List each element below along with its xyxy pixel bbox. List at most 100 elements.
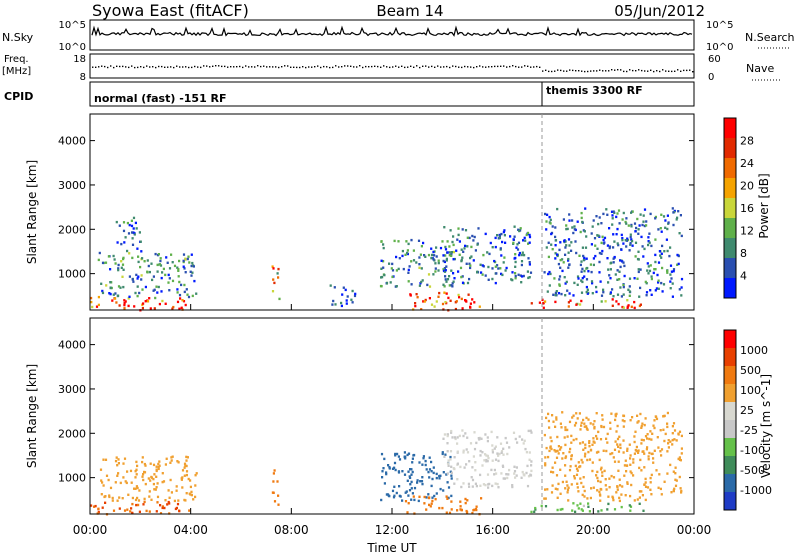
echo-cell <box>564 294 567 297</box>
echo-cell <box>113 258 116 261</box>
echo-cell <box>518 435 521 438</box>
echo-cell <box>273 500 277 503</box>
echo-cell <box>617 209 621 212</box>
echo-cell <box>647 240 650 243</box>
freq-dot <box>356 66 358 68</box>
echo-cell <box>581 276 584 280</box>
echo-cell <box>622 451 625 454</box>
echo-cell <box>502 465 505 468</box>
echo-cell <box>583 230 586 233</box>
echo-cell <box>473 447 477 451</box>
echo-cell <box>569 447 572 451</box>
echo-cell <box>552 293 555 296</box>
echo-cell <box>151 278 154 282</box>
echo-cell <box>149 479 152 482</box>
echo-cell <box>600 294 604 297</box>
echo-cell <box>619 443 622 446</box>
freq-dot <box>557 69 559 71</box>
echo-cell <box>595 215 598 218</box>
echo-cell <box>452 235 455 238</box>
echo-cell <box>617 445 620 448</box>
echo-region <box>99 455 198 503</box>
echo-cell <box>502 261 505 264</box>
freq-dot <box>503 65 505 67</box>
echo-cell <box>491 484 494 488</box>
echo-cell <box>136 277 139 280</box>
echo-cell <box>148 510 151 513</box>
echo-cell <box>432 273 435 276</box>
echo-cell <box>177 275 180 278</box>
echo-cell <box>147 264 150 268</box>
echo-cell <box>159 504 162 507</box>
echo-cell <box>575 437 578 441</box>
x-tick-label: 16:00 <box>475 523 510 537</box>
colorbar-swatch <box>724 384 736 402</box>
echo-cell <box>430 470 433 473</box>
colorbar-swatch <box>724 366 736 384</box>
freq-dot <box>530 66 532 68</box>
echo-cell <box>423 495 426 499</box>
echo-cell <box>438 506 441 510</box>
echo-cell <box>583 495 586 498</box>
echo-cell <box>271 265 274 268</box>
echo-cell <box>173 499 176 503</box>
echo-cell <box>442 268 445 271</box>
echo-cell <box>613 255 616 259</box>
echo-cell <box>590 487 593 490</box>
echo-cell <box>138 231 141 234</box>
freq-dot <box>623 70 625 73</box>
echo-cell <box>94 504 97 508</box>
echo-cell <box>340 304 343 308</box>
echo-cell <box>495 472 498 475</box>
echo-cell <box>607 495 610 498</box>
echo-cell <box>635 445 638 449</box>
echo-cell <box>628 443 631 446</box>
echo-cell <box>419 480 422 483</box>
echo-cell <box>573 228 576 231</box>
echo-cell <box>382 246 385 250</box>
echo-cell <box>181 469 185 472</box>
echo-cell <box>472 509 475 512</box>
echo-cell <box>629 457 632 460</box>
echo-cell <box>138 291 141 295</box>
echo-cell <box>460 248 463 251</box>
echo-cell <box>550 232 553 236</box>
echo-cell <box>90 504 93 507</box>
echo-cell <box>608 274 611 277</box>
echo-cell <box>598 260 601 264</box>
echo-cell <box>124 236 127 239</box>
echo-cell <box>580 211 583 215</box>
echo-cell <box>628 249 631 252</box>
echo-cell <box>620 295 623 298</box>
echo-cell <box>500 472 503 475</box>
echo-cell <box>445 473 448 476</box>
echo-cell <box>173 264 177 268</box>
echo-cell <box>619 259 622 262</box>
echo-cell <box>444 269 447 272</box>
echo-cell <box>188 492 191 495</box>
echo-cell <box>596 234 599 237</box>
echo-cell <box>450 465 453 468</box>
echo-cell <box>434 262 437 265</box>
echo-cell <box>644 477 647 481</box>
echo-cell <box>133 305 136 308</box>
echo-cell <box>644 481 647 484</box>
cpid-strip: CPID normal (fast) -151 RF themis 3300 R… <box>4 81 695 107</box>
echo-cell <box>417 499 420 503</box>
echo-cell <box>479 449 482 453</box>
echo-cell <box>624 494 627 497</box>
echo-cell <box>452 250 456 254</box>
echo-cell <box>413 486 417 490</box>
echo-cell <box>590 280 594 283</box>
echo-cell <box>530 464 533 467</box>
echo-cell <box>130 507 133 510</box>
echo-cell <box>555 474 559 477</box>
echo-cell <box>401 470 404 473</box>
freq-dot <box>386 66 388 68</box>
echo-cell <box>545 246 548 249</box>
echo-cell <box>649 430 652 433</box>
echo-cell <box>589 496 592 500</box>
echo-cell <box>633 435 636 438</box>
echo-cell <box>406 511 409 514</box>
echo-cell <box>108 494 111 497</box>
